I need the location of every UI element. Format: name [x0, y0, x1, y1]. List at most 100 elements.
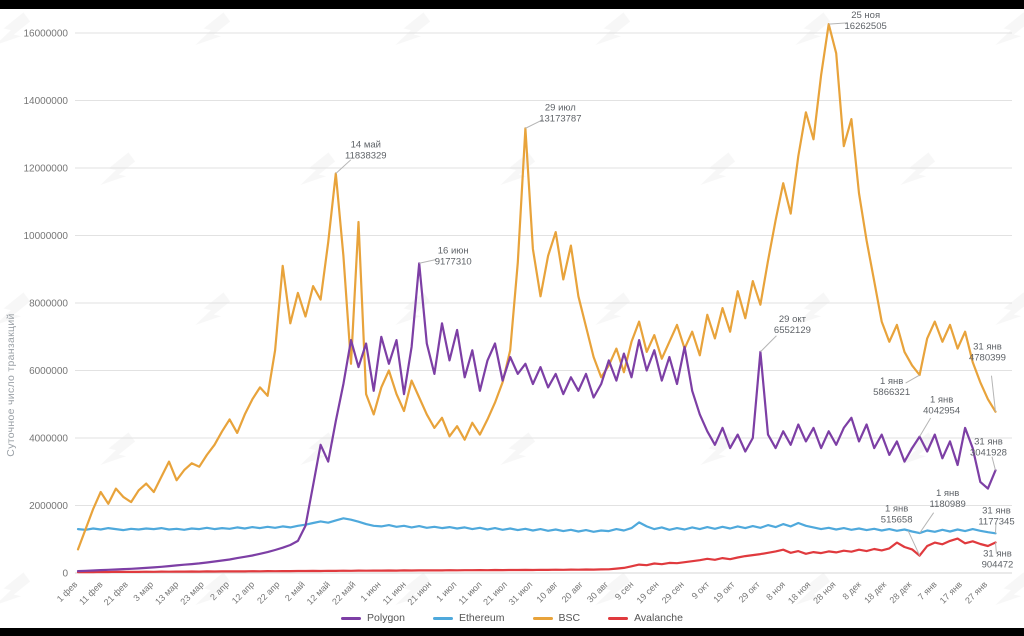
x-tick-label: 19 окт — [711, 579, 736, 604]
watermark-logo-icon — [500, 148, 537, 191]
annotation-value: 4780399 — [969, 353, 1006, 364]
legend-label: Ethereum — [458, 612, 505, 624]
x-tick-label: 18 дек — [862, 579, 888, 605]
x-tick-label: 1 июн — [358, 579, 382, 603]
polygon-line — [76, 262, 997, 573]
annotation-date: 1 янв — [880, 376, 903, 387]
watermark-logo-icon — [0, 568, 32, 611]
x-tick-label: 17 янв — [938, 579, 964, 605]
y-tick-label: 4000000 — [29, 434, 68, 445]
watermark-logo-icon — [595, 288, 632, 331]
x-tick-label: 7 янв — [916, 579, 939, 602]
annotation-value: 1177345 — [978, 516, 1014, 527]
x-tick-label: 10 авг — [534, 579, 560, 605]
annotation-value: 1180989 — [930, 499, 966, 510]
legend-swatch-polygon — [341, 616, 362, 620]
x-tick-label: 22 май — [330, 579, 357, 606]
watermark-logo-icon — [700, 148, 737, 191]
x-tick-label: 2 май — [283, 579, 307, 603]
x-tick-label: 3 мар — [131, 579, 155, 603]
watermark-logo-icon — [900, 148, 937, 191]
watermark-logo-icon — [595, 8, 632, 51]
x-tick-label: 22 апр — [255, 579, 281, 605]
annotation-value: 6552129 — [774, 325, 811, 336]
chart-legend: Polygon Ethereum BSC Avalanche — [0, 610, 1024, 626]
watermark-logo-icon — [500, 428, 537, 471]
annotation-value: 16262505 — [845, 21, 887, 32]
legend-item-ethereum: Ethereum — [432, 612, 505, 624]
annotation-date: 1 янв — [930, 395, 953, 406]
annotation-date: 29 июл — [545, 102, 576, 113]
avalanche-line — [76, 537, 997, 574]
bsc-line — [76, 23, 997, 551]
x-tick-label: 9 окт — [690, 579, 712, 601]
annotation-date: 31 янв — [982, 505, 1011, 516]
watermark-logo-icon — [300, 148, 337, 191]
watermark-logo-icon — [100, 428, 137, 471]
y-tick-label: 12000000 — [24, 164, 69, 175]
annotation-date: 25 ноя — [851, 10, 880, 21]
annotation-connector — [919, 417, 932, 437]
bottom-bar — [0, 628, 1024, 636]
x-tick-label: 11 июл — [456, 579, 483, 606]
grid-layer: 0 2000000 4000000 6000000 8000000 10000000 120… — [24, 29, 1012, 607]
annotation-value: 9177310 — [435, 256, 472, 267]
x-tick-label: 21 июл — [481, 579, 509, 607]
annotation-connector — [335, 159, 352, 174]
watermark-logo-icon — [100, 148, 137, 191]
annotation-value: 515658 — [881, 515, 913, 526]
annotation-date: 31 янв — [974, 436, 1003, 447]
annotation-connector — [991, 456, 996, 471]
x-tick-label: 1 июл — [434, 579, 458, 603]
legend-label: Avalanche — [634, 612, 683, 624]
watermark-logo-icon — [195, 288, 232, 331]
legend-label: BSC — [558, 612, 581, 624]
annotation-value: 904472 — [982, 559, 1014, 570]
annotation-connector — [994, 523, 997, 534]
watermark-layer — [0, 8, 1024, 611]
x-tick-label: 20 авг — [560, 579, 586, 605]
x-tick-label: 11 фев — [77, 579, 105, 607]
x-tick-label: 27 янв — [963, 579, 989, 605]
x-tick-label: 29 сен — [660, 579, 686, 605]
watermark-logo-icon — [995, 8, 1024, 51]
legend-label: Polygon — [367, 612, 405, 624]
x-tick-label: 8 дек — [841, 579, 863, 601]
y-tick-label: 10000000 — [24, 231, 69, 242]
annotation-date: 1 янв — [885, 504, 908, 515]
legend-item-polygon: Polygon — [341, 612, 405, 624]
ethereum-line — [76, 517, 997, 535]
annotation-connector — [907, 530, 921, 556]
watermark-logo-icon — [995, 288, 1024, 331]
x-tick-label: 19 сен — [635, 579, 661, 605]
annotation-date: 31 янв — [983, 548, 1012, 559]
legend-swatch-ethereum — [432, 616, 453, 620]
watermark-logo-icon — [900, 428, 937, 471]
watermark-logo-icon — [395, 8, 432, 51]
annotation-connector — [990, 375, 996, 412]
annotation-connector — [525, 119, 544, 129]
series-layer — [76, 23, 997, 574]
y-tick-label: 8000000 — [29, 299, 68, 310]
annotation-connector — [905, 374, 920, 384]
x-tick-label: 13 мар — [153, 579, 180, 606]
x-tick-label: 1 фев — [55, 579, 80, 604]
y-axis-title: Суточное число транзакций — [5, 313, 17, 456]
annotation-connector — [994, 542, 997, 554]
annotation-date: 14 май — [351, 139, 381, 150]
annotation-value: 11838329 — [345, 150, 387, 161]
